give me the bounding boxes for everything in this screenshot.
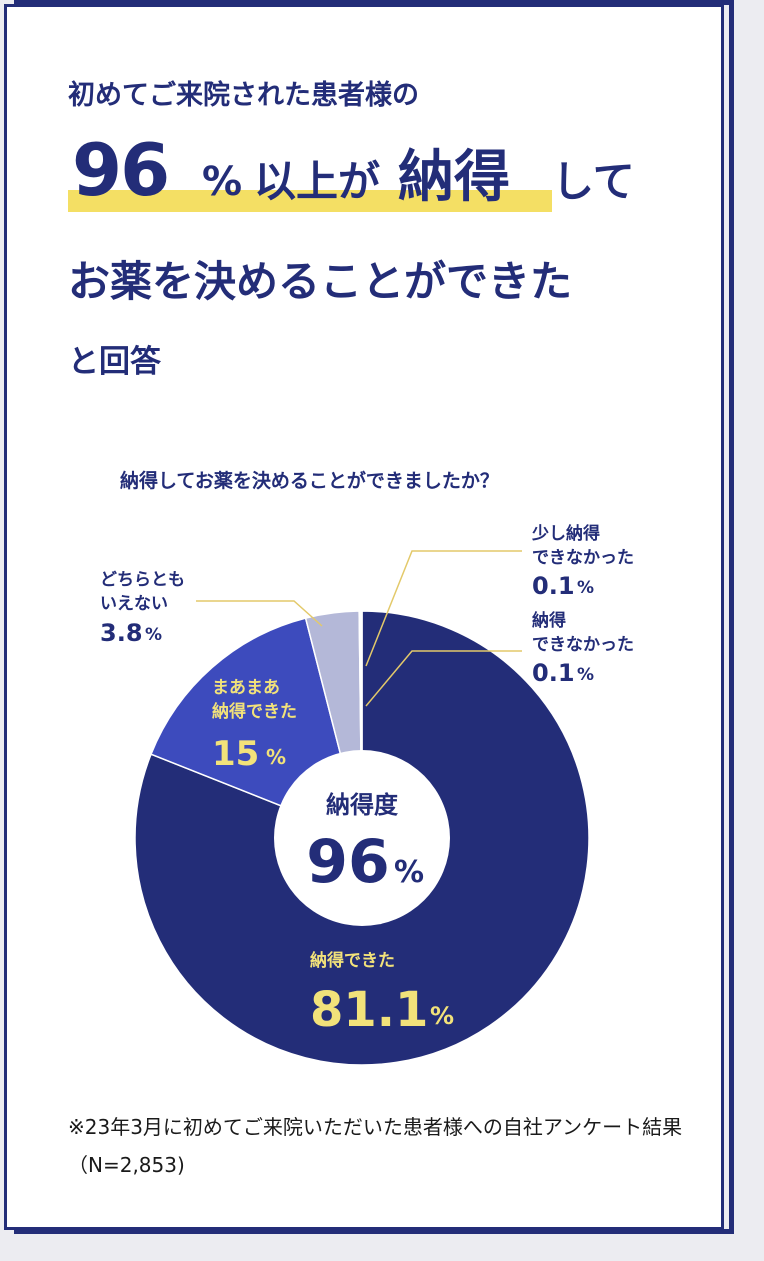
slice-value-1: 81.1 <box>310 982 428 1038</box>
headline-tail: して <box>552 157 635 206</box>
callout-lines <box>196 550 522 707</box>
callout-line-5 <box>365 650 522 707</box>
highlight-bar <box>68 190 552 212</box>
slice-label-4-line-2: できなかった <box>532 548 634 568</box>
callout-line-4 <box>365 550 522 667</box>
slice-label-5-line-2: できなかった <box>532 635 634 655</box>
slice-unit-3: % <box>145 625 162 645</box>
slice-label-5-line-1: 納得 <box>532 610 566 631</box>
pie-slice-5 <box>359 610 363 839</box>
donut-hole <box>274 750 450 926</box>
headline-percent: % <box>202 159 243 205</box>
slice-label-2-line-2: 納得できた <box>212 701 297 722</box>
slice-label-1-line-1: 納得できた <box>310 950 395 971</box>
headline-line-3: と回答 <box>68 344 161 380</box>
slice-unit-1: % <box>430 1002 454 1030</box>
center-title: 納得度 <box>326 791 399 819</box>
slice-value-2: 15 <box>212 734 259 774</box>
slice-label-4-line-1: 少し納得 <box>531 523 600 544</box>
center-value: 96 <box>306 827 390 897</box>
slice-unit-2: % <box>266 745 286 769</box>
slice-value-5: 0.1 <box>532 659 575 687</box>
slice-unit-5: % <box>577 665 594 685</box>
slice-value-4: 0.1 <box>532 572 575 600</box>
pie-slice-1 <box>134 610 590 1066</box>
headline-line-2: お薬を決めることができた <box>68 257 573 306</box>
chart-question: 納得してお薬を決めることができましたか？ <box>120 470 499 492</box>
slice-unit-4: % <box>577 578 594 598</box>
slice-label-3-line-2: いえない <box>100 594 168 614</box>
center-unit: % <box>394 855 424 890</box>
slice-value-3: 3.8 <box>100 619 143 647</box>
headline-mid: 以上が <box>254 157 381 206</box>
headline-emphasis: 納得 <box>398 145 510 210</box>
callout-line-3 <box>196 600 323 627</box>
headline-number: 96 <box>72 128 170 212</box>
slice-label-2-line-1: まあまあ <box>212 678 280 698</box>
lead-text: 初めてご来院された患者様の <box>68 80 419 111</box>
slice-label-3-line-1: どちらとも <box>100 570 185 590</box>
footnote: ※23年3月に初めてご来院いただいた患者様への自社アンケート結果（N=2,853… <box>68 1115 683 1177</box>
